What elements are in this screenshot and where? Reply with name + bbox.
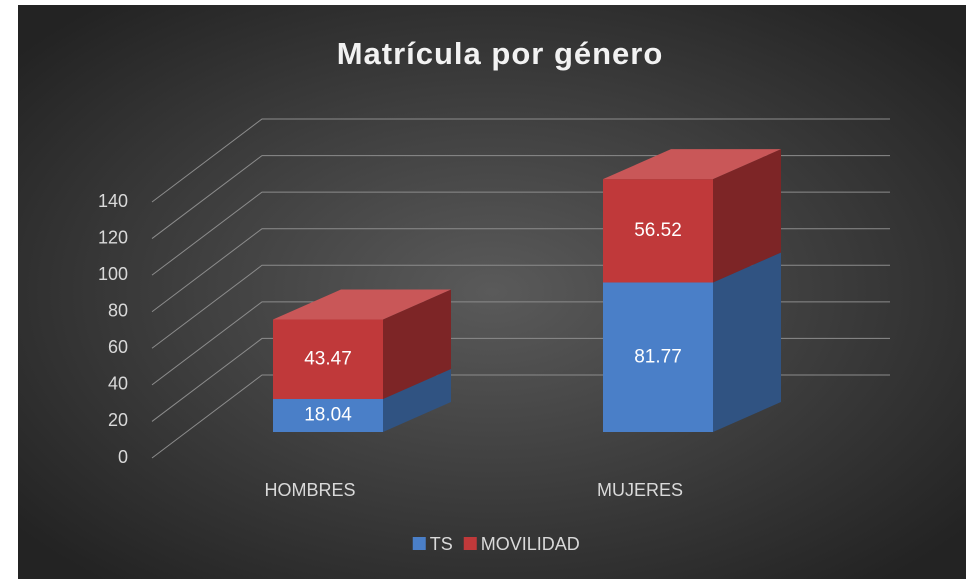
y-tick-label: 40 [108, 374, 128, 394]
y-tick-label: 0 [118, 447, 128, 467]
bar-side [383, 289, 451, 400]
bar-front [603, 282, 713, 432]
chart-title: Matrícula por género [337, 36, 664, 71]
y-tick-label: 60 [108, 337, 128, 357]
bar-side [713, 252, 781, 432]
bar-front [273, 399, 383, 432]
bar-side [383, 369, 451, 432]
x-tick-label: MUJERES [597, 480, 683, 500]
grid-line [151, 118, 890, 203]
legend-swatch [412, 537, 426, 550]
bar-top [273, 289, 451, 320]
y-tick-label: 80 [108, 300, 128, 320]
data-label: 43.47 [304, 348, 352, 369]
bar-front [603, 179, 713, 283]
y-tick-label: 100 [98, 264, 128, 284]
bar-top [603, 149, 781, 180]
data-label: 18.04 [304, 405, 352, 426]
legend-label: MOVILIDAD [481, 534, 580, 554]
data-label: 81.77 [634, 346, 682, 367]
y-tick-label: 140 [98, 191, 128, 211]
bar-side [713, 149, 781, 283]
chart-background [18, 5, 966, 579]
x-tick-label: HOMBRES [264, 480, 355, 500]
legend-label: TS [430, 534, 453, 554]
bar-front [273, 319, 383, 400]
data-label: 56.52 [634, 220, 682, 241]
y-tick-label: 120 [98, 227, 128, 247]
y-tick-label: 20 [108, 410, 128, 430]
legend-swatch [463, 537, 477, 550]
